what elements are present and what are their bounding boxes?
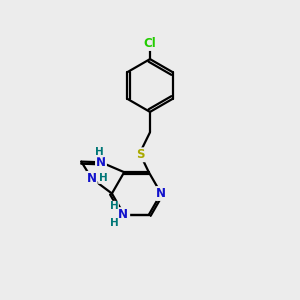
Text: N: N <box>96 156 106 169</box>
Text: N: N <box>87 172 97 185</box>
Text: S: S <box>136 148 145 161</box>
Text: H: H <box>99 173 107 183</box>
Text: H: H <box>110 201 118 212</box>
Text: N: N <box>117 208 128 221</box>
Text: N: N <box>119 208 129 221</box>
Text: H: H <box>110 218 118 228</box>
Text: N: N <box>156 187 166 200</box>
Text: Cl: Cl <box>144 37 156 50</box>
Text: H: H <box>95 147 104 157</box>
